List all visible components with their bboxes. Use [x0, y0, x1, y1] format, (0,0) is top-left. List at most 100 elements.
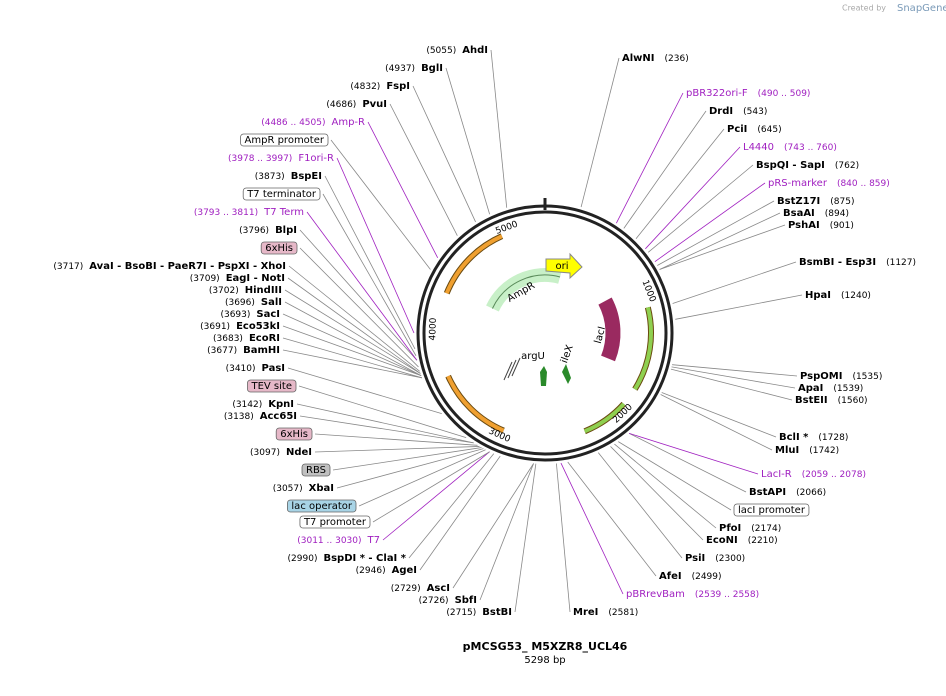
map-label: (3978 .. 3997) F1ori-R [228, 153, 334, 164]
map-label: pBRrevBam (2539 .. 2558) [626, 589, 759, 600]
map-label: (3057) XbaI [273, 483, 334, 494]
map-label: (3097) NdeI [250, 447, 312, 458]
map-label: (2990) BspDI * - ClaI * [288, 553, 407, 564]
label-name: BspDI * - ClaI * [323, 553, 406, 564]
map-label: MreI (2581) [573, 607, 638, 618]
label-name: NdeI [286, 447, 312, 458]
label-name: FspI [386, 81, 410, 92]
leader-line [660, 394, 773, 451]
leader-line [408, 453, 495, 559]
label-position: (2539 .. 2558) [695, 590, 759, 600]
leader-line [287, 277, 421, 374]
argu-arrow [540, 366, 547, 386]
label-name: AscI [427, 583, 450, 594]
map-label: BspQI - SapI (762) [756, 160, 859, 171]
label-name: MluI [775, 445, 799, 456]
map-label: (2729) AscI [391, 583, 450, 594]
leader-line [296, 403, 474, 444]
label-position: (1535) [852, 372, 882, 382]
label-position: (875) [830, 197, 854, 207]
label-name: Amp-R [332, 117, 366, 128]
map-label: L4440 (743 .. 760) [743, 142, 837, 153]
label-position: (1539) [833, 384, 863, 394]
leader-line [332, 447, 482, 471]
label-name: BstEII [795, 395, 828, 406]
label-name: EcoNI [706, 535, 738, 546]
map-label: (3683) EcoRI [213, 333, 280, 344]
map-label: pRS-marker (840 .. 859) [768, 178, 890, 189]
ampr-arrow-edge [491, 274, 561, 309]
label-position: (2946) [356, 566, 386, 576]
leader-line [358, 449, 486, 507]
feature-box [733, 503, 810, 517]
map-label: BstEII (1560) [795, 395, 868, 406]
map-label: (5055) AhdI [426, 45, 488, 56]
leader-line [615, 92, 684, 224]
label-name: KpnI [268, 399, 294, 410]
label-position: (762) [835, 161, 859, 171]
leader-line [298, 385, 467, 439]
leader-line [336, 448, 484, 489]
leader-line [623, 110, 707, 229]
label-position: (3057) [273, 484, 303, 494]
leader-line [654, 182, 766, 262]
leader-line [610, 446, 704, 541]
map-label: LacI-R (2059 .. 2078) [761, 469, 866, 480]
map-label: (4486 .. 4505) Amp-R [261, 117, 365, 128]
leader-line [556, 463, 571, 613]
map-label: (2726) SbfI [419, 595, 477, 606]
leader-line [299, 415, 474, 444]
label-name: BstZ17I [777, 196, 820, 207]
feature-box [275, 427, 313, 441]
label-name: SacI [256, 309, 280, 320]
leader-line [284, 301, 422, 377]
label-position: (2715) [446, 608, 476, 618]
label-position: (2066) [796, 488, 826, 498]
label-position: (3410) [226, 364, 256, 374]
label-position: (645) [757, 125, 781, 135]
label-position: (2729) [391, 584, 421, 594]
map-label: (3717) AvaI - BsoBI - PaeR7I - PspXI - Xh… [53, 261, 286, 272]
leader-line [567, 461, 657, 577]
map-label: (3410) PasI [226, 363, 285, 374]
label-position: (3138) [224, 412, 254, 422]
label-position: (1560) [838, 396, 868, 406]
ori-arrow [545, 252, 583, 280]
feature-arc [446, 375, 505, 433]
ilex-arrow [562, 364, 571, 384]
label-position: (3709) [190, 274, 220, 284]
feature-box-label: lac operator [291, 501, 352, 512]
map-label: (3142) KpnI [232, 399, 294, 410]
leader-line [336, 157, 415, 334]
label-name: PvuI [362, 99, 387, 110]
leader-line [479, 463, 534, 601]
map-label: PfoI (2174) [719, 523, 781, 534]
label-position: (3693) [220, 310, 250, 320]
label-position: (3691) [200, 322, 230, 332]
label-position: (840 .. 859) [837, 179, 890, 189]
label-position: (3142) [232, 400, 262, 410]
leader-line [389, 103, 458, 236]
label-name: Acc65I [260, 411, 297, 422]
map-label: BstZ17I (875) [777, 196, 854, 207]
label-name: pRS-marker [768, 178, 828, 189]
leader-line [452, 463, 534, 589]
label-position: (543) [743, 107, 767, 117]
brand[interactable]: SnapGene [897, 3, 946, 14]
label-name: BsmBI - Esp3I [799, 257, 876, 268]
label-name: BstAPI [749, 487, 786, 498]
leader-line [324, 175, 416, 350]
label-name: PciI [727, 124, 747, 135]
label-position: (2210) [748, 536, 778, 546]
label-name: pBRrevBam [626, 589, 685, 600]
ring-tick-label: 4000 [428, 317, 439, 341]
leader-line [314, 446, 480, 453]
leader-line [299, 247, 419, 368]
label-name: T7 Term [263, 207, 304, 218]
label-name: EagI - NotI [226, 273, 285, 284]
leader-line [282, 337, 423, 379]
label-name: SalI [261, 297, 282, 308]
map-label: (4832) FspI [350, 81, 410, 92]
map-label: (3011 .. 3030) T7 [297, 535, 380, 546]
leader-line [672, 364, 798, 377]
